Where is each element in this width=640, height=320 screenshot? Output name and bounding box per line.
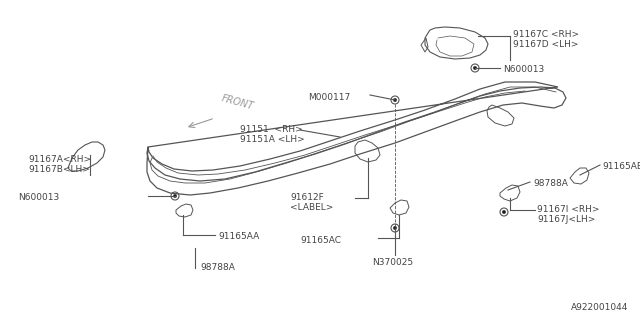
Text: N600013: N600013 <box>18 193 60 202</box>
Text: <LABEL>: <LABEL> <box>290 203 333 212</box>
Circle shape <box>394 99 397 101</box>
Text: 98788A: 98788A <box>533 179 568 188</box>
Text: 98788A: 98788A <box>200 263 235 272</box>
Text: FRONT: FRONT <box>220 94 255 112</box>
Text: N370025: N370025 <box>372 258 413 267</box>
Text: 91167C <RH>: 91167C <RH> <box>513 30 579 39</box>
Circle shape <box>502 211 506 213</box>
Text: 91167J<LH>: 91167J<LH> <box>537 215 595 224</box>
Circle shape <box>474 67 477 69</box>
Text: 91165AC: 91165AC <box>300 236 341 245</box>
Text: 91151A <LH>: 91151A <LH> <box>240 135 305 144</box>
Circle shape <box>394 227 397 229</box>
Text: 91165AB: 91165AB <box>602 162 640 171</box>
Text: 91167A<RH>: 91167A<RH> <box>28 155 91 164</box>
Text: 91165AA: 91165AA <box>218 232 259 241</box>
Text: 91167B<LH>: 91167B<LH> <box>28 165 90 174</box>
Circle shape <box>173 195 177 197</box>
Text: A922001044: A922001044 <box>571 303 628 312</box>
Text: 91167D <LH>: 91167D <LH> <box>513 40 579 49</box>
Text: 91167I <RH>: 91167I <RH> <box>537 205 600 214</box>
Text: N600013: N600013 <box>503 65 544 74</box>
Text: 91151  <RH>: 91151 <RH> <box>240 125 303 134</box>
Text: 91612F: 91612F <box>290 193 324 202</box>
Text: M000117: M000117 <box>308 93 350 102</box>
